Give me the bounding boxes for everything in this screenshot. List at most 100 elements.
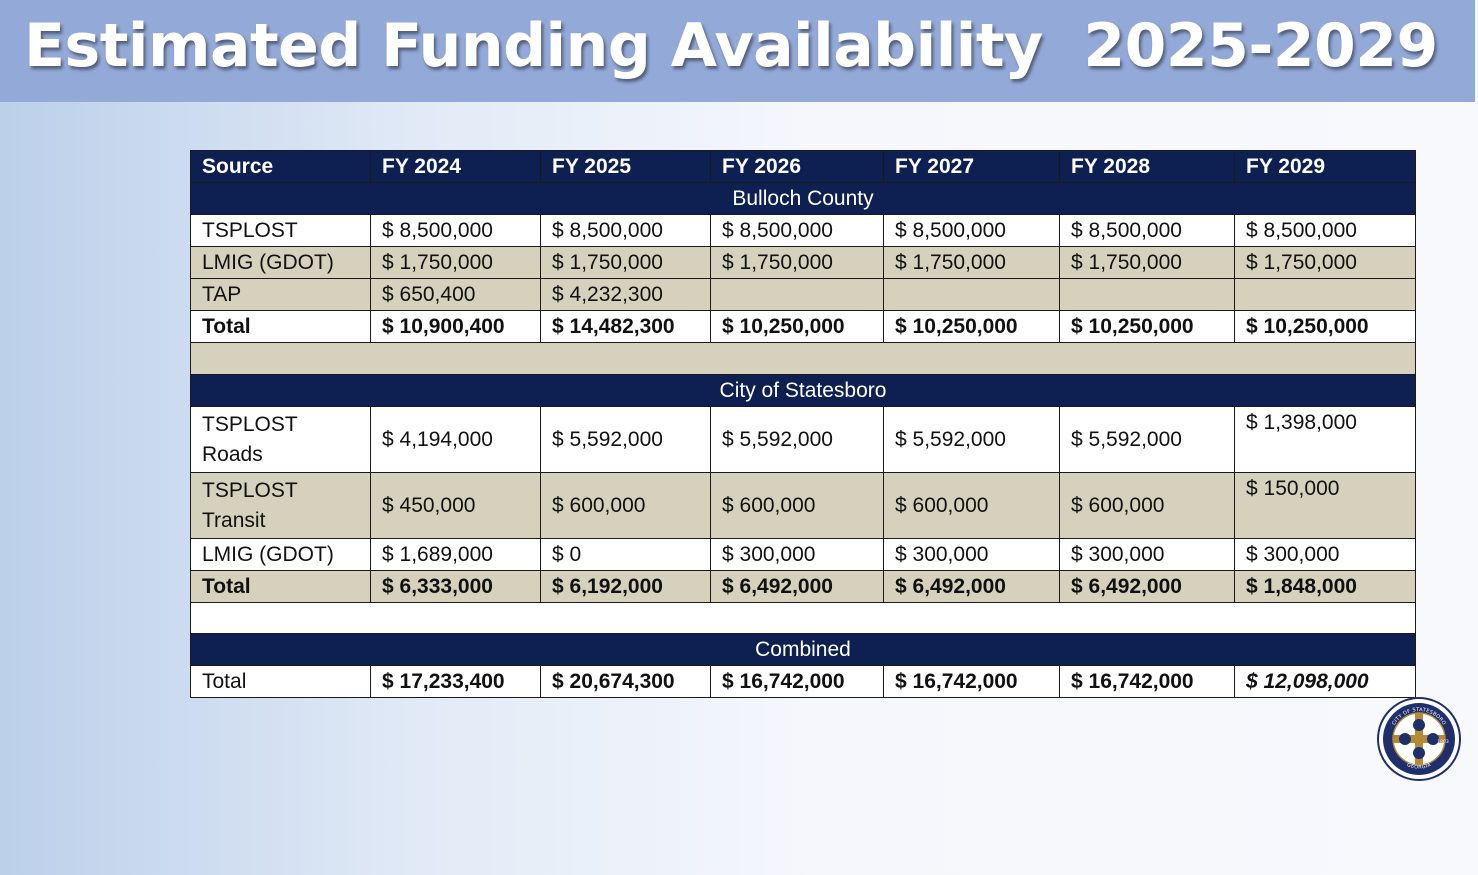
- row-label: LMIG (GDOT): [190, 538, 371, 571]
- table-row: TSPLOST Transit $ 450,000 $ 600,000 $ 600…: [190, 472, 1416, 539]
- row-label: TSPLOST Transit: [190, 472, 371, 539]
- row-label-line2: Transit: [202, 508, 266, 532]
- table-cell: $ 10,250,000: [1234, 310, 1416, 343]
- table-cell: $ 8,500,000: [883, 214, 1060, 247]
- table-cell: $ 16,742,000: [1059, 665, 1235, 698]
- table-cell: $ 6,492,000: [1059, 570, 1235, 603]
- table-cell: $ 10,900,400: [370, 310, 541, 343]
- table-cell: $ 1,750,000: [540, 246, 711, 279]
- table-cell: $ 14,482,300: [540, 310, 711, 343]
- title-bar: Estimated Funding Availability 2025-2029: [0, 0, 1475, 102]
- table-cell: $ 6,192,000: [540, 570, 711, 603]
- table-cell: [883, 278, 1060, 311]
- table-row: TAP $ 650,400 $ 4,232,300: [190, 278, 1416, 311]
- row-label: Total: [190, 570, 371, 603]
- column-header: Source: [190, 150, 371, 183]
- column-header: FY 2028: [1059, 150, 1235, 183]
- table-cell: $ 8,500,000: [370, 214, 541, 247]
- table-cell: $ 6,492,000: [883, 570, 1060, 603]
- table-row: TSPLOST Roads $ 4,194,000 $ 5,592,000 $ 5…: [190, 406, 1416, 473]
- column-header: FY 2026: [710, 150, 884, 183]
- table-cell: $ 650,400: [370, 278, 541, 311]
- combined-total-row: Total $ 17,233,400 $ 20,674,300 $ 16,742…: [190, 665, 1416, 698]
- funding-table: Source FY 2024 FY 2025 FY 2026 FY 2027 F…: [190, 150, 1416, 698]
- table-cell: $ 5,592,000: [1059, 406, 1235, 473]
- table-cell: $ 1,750,000: [883, 246, 1060, 279]
- table-cell: $ 450,000: [370, 472, 541, 539]
- table-cell: $ 300,000: [1234, 538, 1416, 571]
- city-seal-icon: CITY OF STATESBORO GEORGIA 1803: [1377, 697, 1461, 781]
- table-cell: $ 8,500,000: [1234, 214, 1416, 247]
- table-cell: $ 300,000: [710, 538, 884, 571]
- row-label: TSPLOST: [190, 214, 371, 247]
- table-cell: $ 10,250,000: [710, 310, 884, 343]
- table-cell: $ 12,098,000: [1234, 665, 1416, 698]
- row-label-line2: Roads: [202, 442, 263, 466]
- table-cell: $ 300,000: [883, 538, 1060, 571]
- row-label: TAP: [190, 278, 371, 311]
- column-header: FY 2029: [1234, 150, 1416, 183]
- table-cell: $ 1,689,000: [370, 538, 541, 571]
- table-cell: [710, 278, 884, 311]
- table-cell: $ 600,000: [710, 472, 884, 539]
- section-heading-bulloch: Bulloch County: [190, 182, 1416, 215]
- table-cell: $ 1,398,000: [1234, 406, 1416, 473]
- section-heading-combined: Combined: [190, 633, 1416, 666]
- table-cell: $ 1,750,000: [1234, 246, 1416, 279]
- table-cell: $ 1,750,000: [710, 246, 884, 279]
- table-cell: $ 20,674,300: [540, 665, 711, 698]
- table-row: LMIG (GDOT) $ 1,750,000 $ 1,750,000 $ 1,…: [190, 246, 1416, 279]
- table-cell: $ 17,233,400: [370, 665, 541, 698]
- table-cell: $ 16,742,000: [710, 665, 884, 698]
- table-cell: $ 4,232,300: [540, 278, 711, 311]
- total-row: Total $ 10,900,400 $ 14,482,300 $ 10,250…: [190, 310, 1416, 343]
- row-label: TSPLOST Roads: [190, 406, 371, 473]
- table-row: LMIG (GDOT) $ 1,689,000 $ 0 $ 300,000 $ …: [190, 538, 1416, 571]
- spacer-cell: [190, 342, 1416, 375]
- table-cell: $ 600,000: [1059, 472, 1235, 539]
- seal-bottom-text: GEORGIA: [1406, 762, 1432, 771]
- row-label: LMIG (GDOT): [190, 246, 371, 279]
- row-label: Total: [190, 665, 371, 698]
- section-heading-row: Bulloch County: [190, 182, 1416, 215]
- table-cell: $ 5,592,000: [883, 406, 1060, 473]
- column-header: FY 2025: [540, 150, 711, 183]
- section-heading-statesboro: City of Statesboro: [190, 374, 1416, 407]
- row-label: Total: [190, 310, 371, 343]
- table-cell: $ 0: [540, 538, 711, 571]
- section-heading-row: Combined: [190, 633, 1416, 666]
- table-cell: [1234, 278, 1416, 311]
- table-cell: $ 8,500,000: [1059, 214, 1235, 247]
- table-cell: $ 10,250,000: [883, 310, 1060, 343]
- table-cell: $ 10,250,000: [1059, 310, 1235, 343]
- spacer-cell: [190, 602, 1416, 634]
- svg-text:GEORGIA: GEORGIA: [1406, 762, 1432, 771]
- table-cell: $ 300,000: [1059, 538, 1235, 571]
- seal-year: 1803: [1437, 739, 1449, 745]
- table-cell: $ 600,000: [883, 472, 1060, 539]
- spacer-row: [190, 602, 1416, 634]
- section-heading-row: City of Statesboro: [190, 374, 1416, 407]
- table-cell: $ 6,492,000: [710, 570, 884, 603]
- page-title: Estimated Funding Availability 2025-2029: [24, 11, 1438, 81]
- table-cell: [1059, 278, 1235, 311]
- row-label-line1: TSPLOST: [202, 412, 298, 436]
- table-cell: $ 1,848,000: [1234, 570, 1416, 603]
- table-cell: $ 5,592,000: [540, 406, 711, 473]
- table-cell: $ 4,194,000: [370, 406, 541, 473]
- column-header: FY 2027: [883, 150, 1060, 183]
- row-label-line1: TSPLOST: [202, 478, 298, 502]
- table-cell: $ 8,500,000: [710, 214, 884, 247]
- total-row: Total $ 6,333,000 $ 6,192,000 $ 6,492,00…: [190, 570, 1416, 603]
- table-cell: $ 1,750,000: [1059, 246, 1235, 279]
- table-row: TSPLOST $ 8,500,000 $ 8,500,000 $ 8,500,…: [190, 214, 1416, 247]
- table-cell: $ 5,592,000: [710, 406, 884, 473]
- table-cell: $ 1,750,000: [370, 246, 541, 279]
- table-cell: $ 6,333,000: [370, 570, 541, 603]
- table-cell: $ 8,500,000: [540, 214, 711, 247]
- table-cell: $ 600,000: [540, 472, 711, 539]
- column-header: FY 2024: [370, 150, 541, 183]
- table-header-row: Source FY 2024 FY 2025 FY 2026 FY 2027 F…: [190, 150, 1416, 183]
- table-cell: $ 150,000: [1234, 472, 1416, 539]
- table-cell: $ 16,742,000: [883, 665, 1060, 698]
